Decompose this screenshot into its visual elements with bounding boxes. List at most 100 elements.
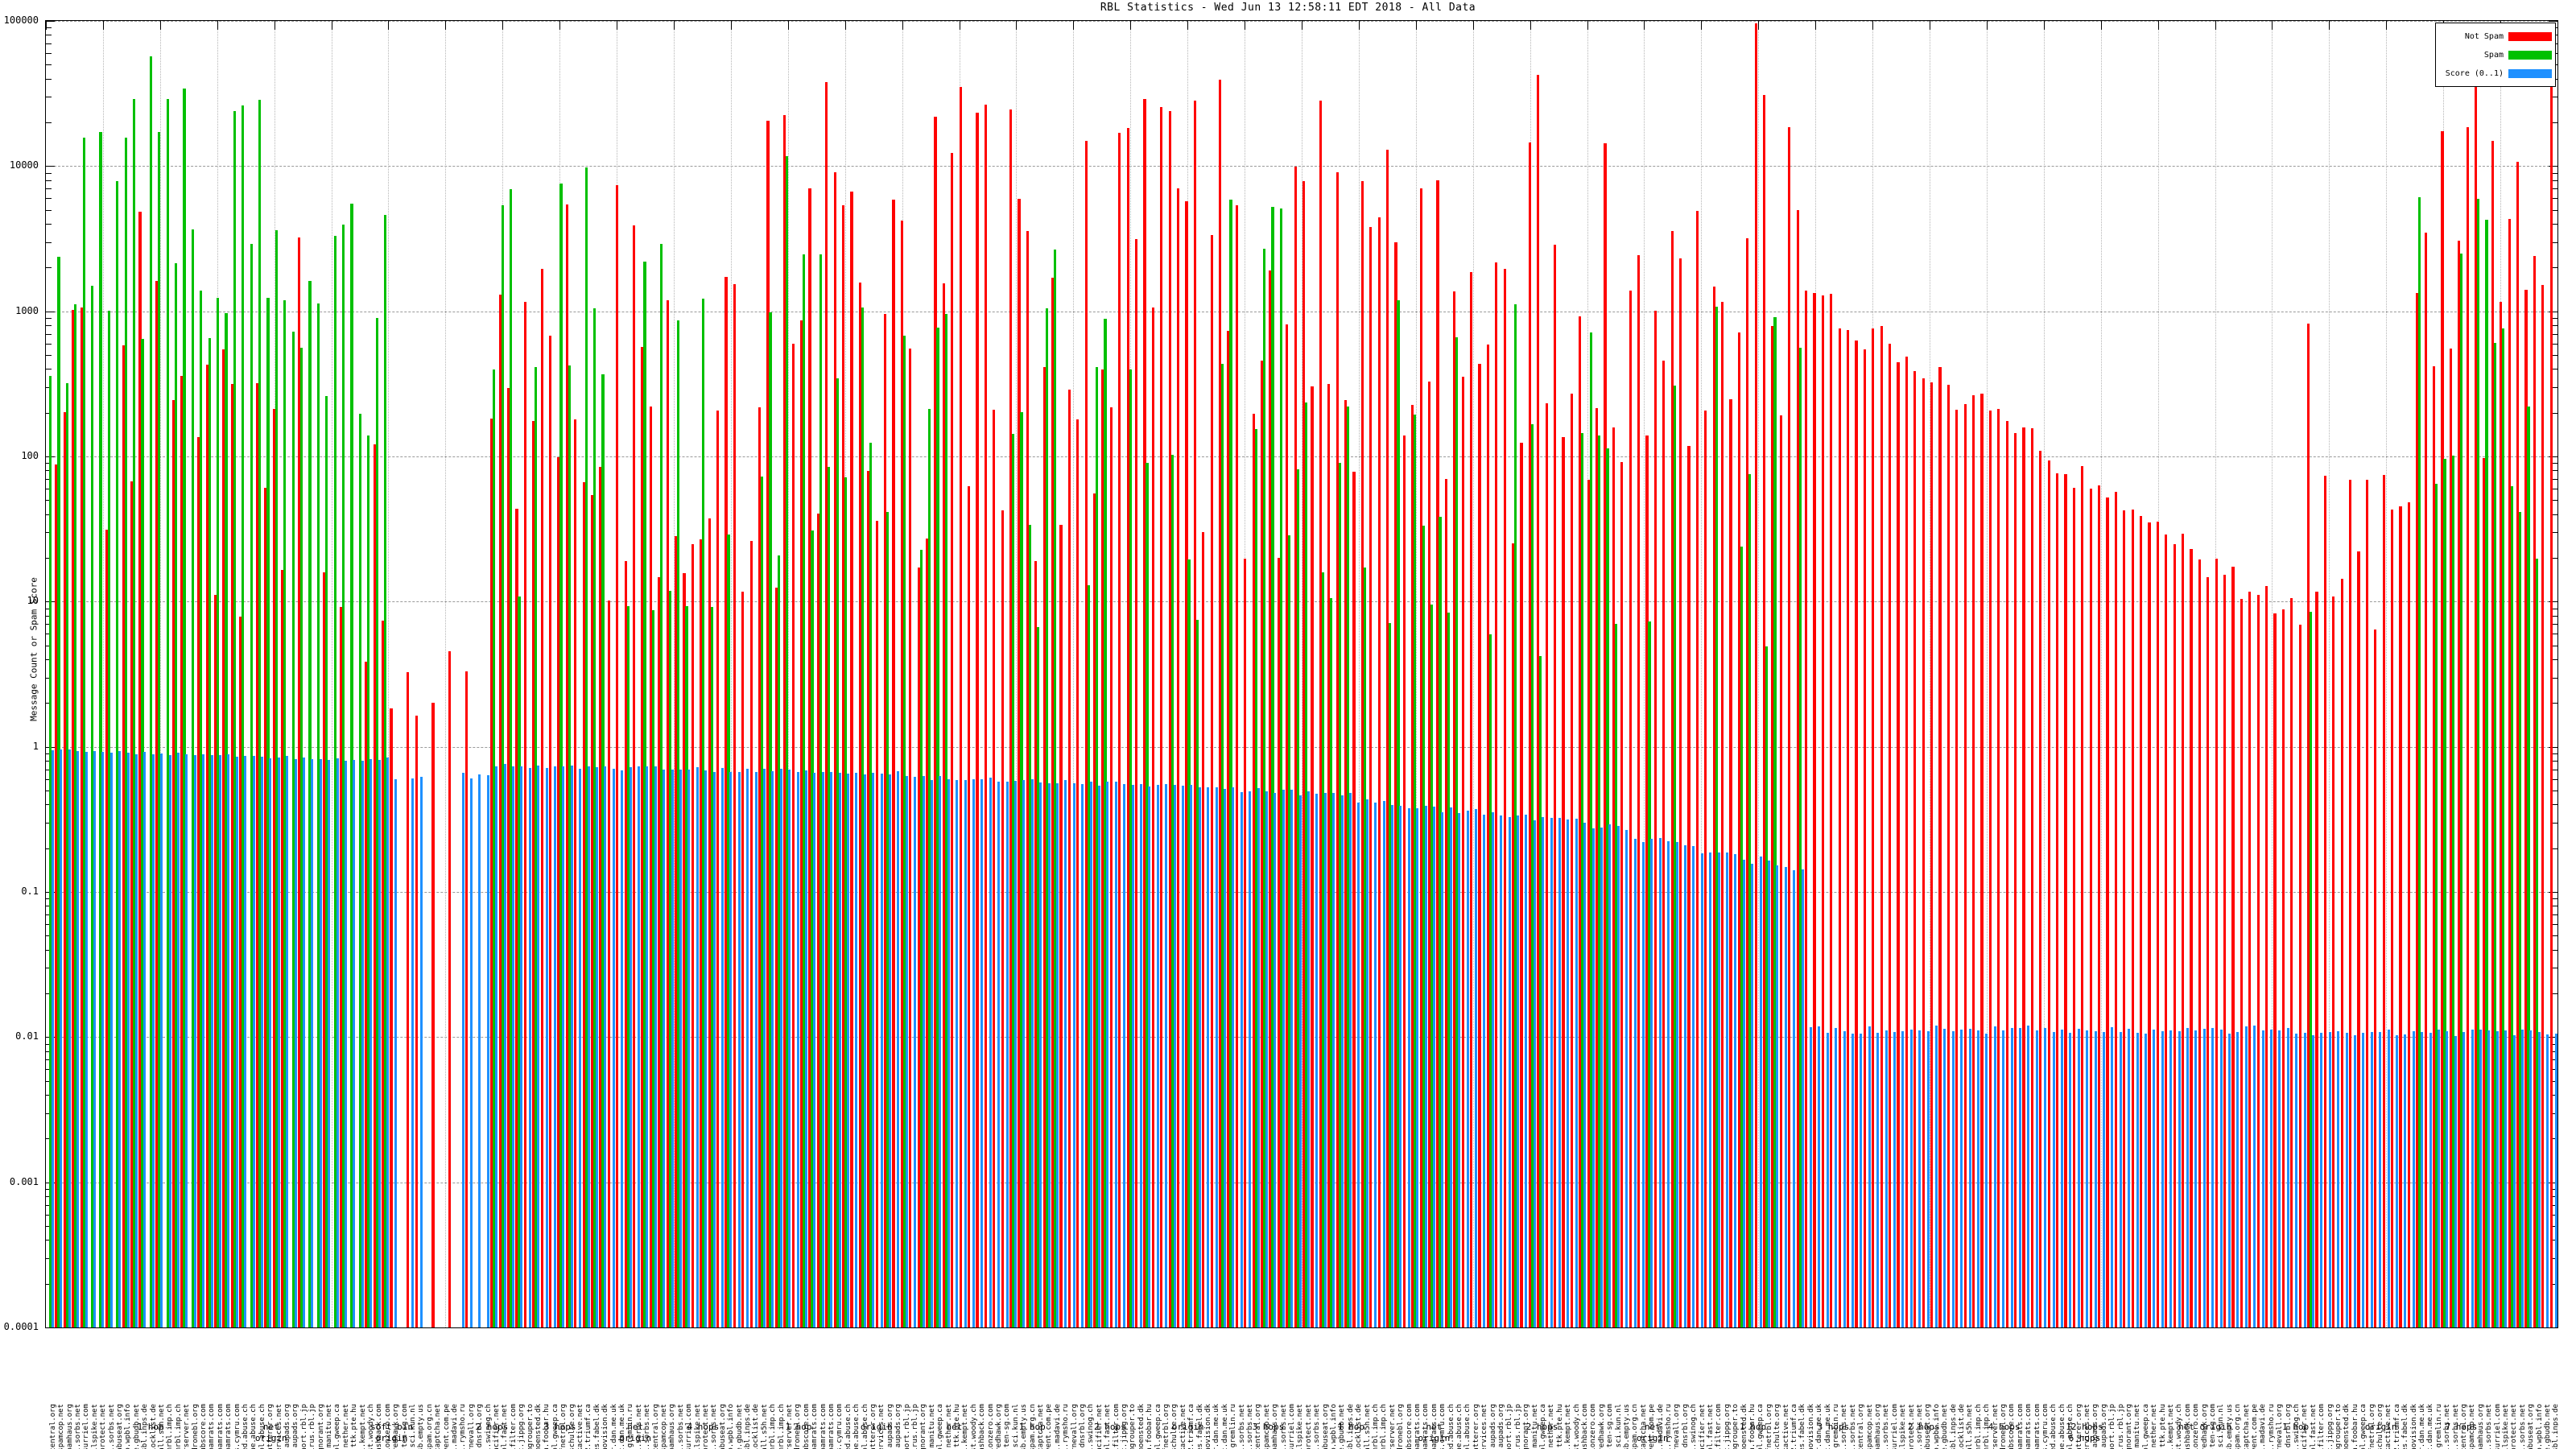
y-minor-tick — [2552, 1051, 2557, 1052]
bar-score — [520, 766, 523, 1327]
bar-spam — [1087, 585, 1090, 1327]
bar-not-spam — [2273, 613, 2277, 1327]
y-minor-tick — [2552, 333, 2557, 335]
vertical-gridline — [1415, 21, 1417, 1327]
bar-score — [2102, 1032, 2106, 1327]
bar-spam — [1414, 414, 1417, 1327]
bar-score — [964, 779, 967, 1327]
bar-not-spam — [298, 237, 301, 1327]
bar-score — [361, 760, 364, 1327]
bar-spam — [643, 262, 646, 1327]
bar-spam — [1229, 200, 1232, 1327]
vertical-gridline — [1758, 21, 1760, 1327]
x-tick-label: torexit.dan.me.uk — [1220, 1404, 1229, 1449]
bar-score — [863, 774, 866, 1327]
bar-not-spam — [2072, 488, 2075, 1327]
bar-not-spam — [2022, 427, 2025, 1327]
x-tick-label: dnsbl.inps.de — [2552, 1404, 2558, 1449]
plot-area: Not Spam Spam Score (0..1) — [45, 20, 2558, 1328]
x-tick-label: dnsbl.calivent.com.pe — [2251, 1404, 2259, 1449]
y-minor-tick — [2552, 514, 2557, 515]
bar-spam — [375, 318, 378, 1327]
y-minor-tick — [46, 677, 52, 679]
bar-not-spam — [1059, 525, 1063, 1327]
bar-score — [855, 773, 858, 1327]
bar-not-spam — [1629, 291, 1632, 1327]
bar-score — [235, 756, 238, 1327]
x-tick-label: dnsbl.anticaptcha.net — [2243, 1404, 2251, 1449]
bar-not-spam — [2005, 420, 2008, 1327]
legend[interactable]: Not Spam Spam Score (0..1) — [2435, 23, 2556, 87]
bar-score — [302, 758, 306, 1327]
bar-score — [1022, 780, 1026, 1327]
y-minor-tick — [46, 1196, 52, 1198]
bar-not-spam — [1286, 324, 1289, 1327]
x-tick-label: rsbl.aupads.org — [1496, 1404, 1505, 1449]
bar-score — [1667, 841, 1670, 1327]
bar-not-spam — [1847, 330, 1850, 1327]
x-group-annotation: soft bin — [370, 1422, 414, 1432]
x-tick-label: singular.ttk.pte.hu — [2158, 1404, 2167, 1449]
y-minor-tick — [46, 753, 52, 754]
legend-label-spam: Spam — [2483, 50, 2504, 60]
x-major-tick — [1073, 21, 1075, 30]
bar-score — [720, 768, 724, 1327]
bar-not-spam — [1143, 98, 1146, 1327]
bar-not-spam — [2340, 579, 2343, 1327]
bar-not-spam — [749, 540, 753, 1327]
bar-not-spam — [808, 188, 811, 1327]
x-tick-label: dnsbl.sorbs.net — [1882, 1404, 1891, 1449]
bar-score — [813, 773, 816, 1327]
y-minor-tick — [46, 317, 52, 319]
bar-not-spam — [2541, 284, 2545, 1327]
bar-not-spam — [1109, 407, 1113, 1327]
bar-not-spam — [2156, 522, 2159, 1327]
bar-spam — [936, 328, 939, 1327]
bar-score — [1843, 1030, 1846, 1327]
bar-score — [1533, 819, 1536, 1327]
bar-score — [2303, 1032, 2306, 1327]
bar-spam — [1539, 655, 1542, 1327]
bar-not-spam — [1026, 230, 1029, 1327]
bar-score — [2261, 1030, 2264, 1327]
bar-spam — [1321, 572, 1324, 1327]
bar-score — [2320, 1033, 2323, 1327]
bar-not-spam — [2123, 510, 2126, 1327]
bar-not-spam — [130, 481, 134, 1327]
bar-not-spam — [80, 308, 83, 1327]
legend-item-score[interactable]: Score (0..1) — [2446, 68, 2552, 78]
bar-score — [2395, 1034, 2399, 1327]
bar-not-spam — [2207, 576, 2210, 1327]
bar-score — [1424, 805, 1427, 1327]
bar-spam — [761, 476, 764, 1327]
bar-not-spam — [340, 606, 343, 1327]
bar-spam — [1798, 347, 1802, 1327]
legend-item-not-spam[interactable]: Not Spam — [2465, 31, 2552, 41]
legend-item-spam[interactable]: Spam — [2484, 50, 2552, 60]
vertical-gridline — [674, 21, 675, 1327]
bar-not-spam — [1721, 302, 1724, 1327]
bar-score — [143, 752, 147, 1327]
y-minor-tick — [46, 778, 52, 780]
bar-spam — [99, 132, 102, 1327]
vertical-gridline — [159, 21, 161, 1327]
bar-not-spam — [2298, 625, 2301, 1327]
horizontal-gridline — [46, 601, 2557, 603]
bar-score — [2504, 1030, 2508, 1327]
bar-not-spam — [1796, 210, 1799, 1327]
bar-score — [51, 749, 55, 1327]
bar-not-spam — [2223, 575, 2227, 1327]
bar-spam — [107, 311, 110, 1327]
bar-not-spam — [1319, 101, 1322, 1327]
bar-not-spam — [532, 420, 535, 1327]
bar-spam — [1363, 567, 1366, 1327]
x-major-tick — [102, 21, 104, 30]
bar-not-spam — [138, 212, 142, 1327]
x-tick-label: virus.rbl.jp — [910, 1404, 919, 1449]
x-major-tick — [1415, 21, 1417, 30]
x-major-tick — [2386, 21, 2388, 30]
bar-score — [2094, 1031, 2097, 1327]
x-major-tick — [1358, 21, 1360, 30]
bar-not-spam — [2190, 549, 2193, 1327]
x-tick-label: bl.blocklist.de — [1957, 1404, 1966, 1449]
